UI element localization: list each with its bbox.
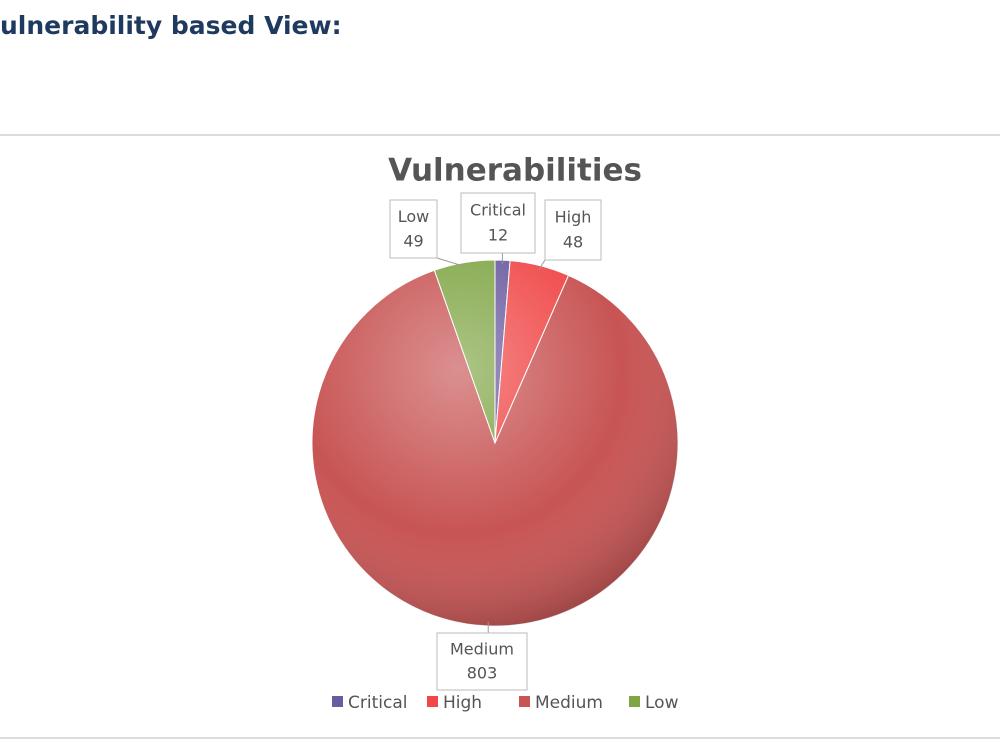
- legend-swatch: [427, 696, 438, 707]
- data-labels: Critical 12 High 48 Medium 803 Low 49: [389, 192, 602, 691]
- label-category: Critical: [470, 201, 526, 220]
- label-box: [544, 199, 602, 261]
- legend-swatch: [332, 696, 343, 707]
- label-category: High: [555, 208, 592, 227]
- leader-line: [538, 259, 546, 270]
- label-box: [460, 192, 536, 254]
- legend-label: Medium: [535, 693, 603, 713]
- section-heading: ulnerability based View:: [0, 11, 342, 40]
- leader-line: [436, 257, 466, 268]
- pie: [311, 259, 679, 627]
- label-box: [436, 632, 528, 691]
- label-category: Low: [398, 207, 430, 226]
- label-value: 12: [488, 226, 508, 245]
- legend-label: Low: [645, 693, 679, 713]
- legend: Critical High Medium Low: [332, 693, 679, 713]
- legend-label: High: [443, 693, 482, 713]
- label-value: 49: [403, 231, 423, 250]
- legend-swatch: [519, 696, 530, 707]
- label-category: Medium: [450, 640, 514, 659]
- legend-label: Critical: [348, 693, 407, 713]
- label-box: [389, 199, 438, 259]
- chart-title: Vulnerabilities: [388, 153, 642, 189]
- legend-swatch: [629, 696, 640, 707]
- label-value: 48: [563, 233, 583, 252]
- label-value: 803: [467, 664, 498, 683]
